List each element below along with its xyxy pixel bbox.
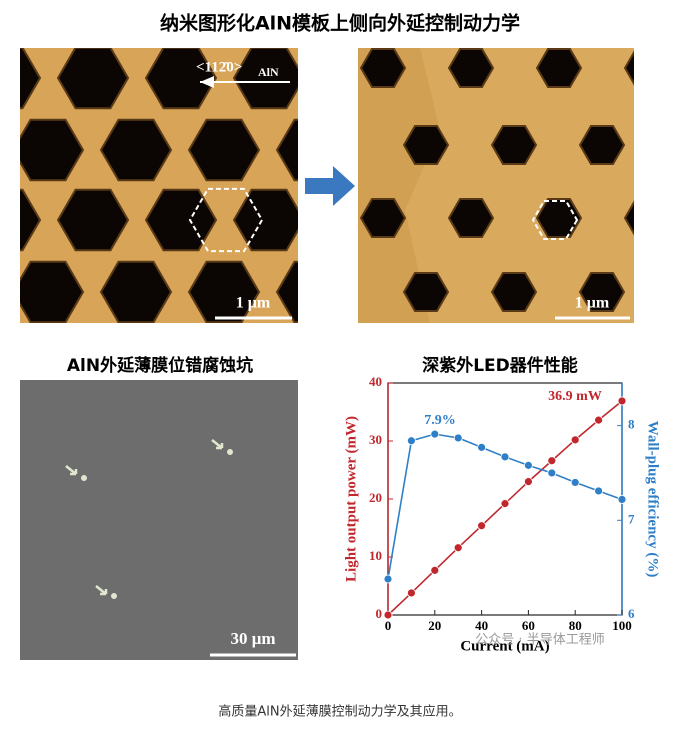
y2-tick-label: 6	[628, 606, 635, 621]
x-tick-label: 80	[569, 618, 582, 633]
data-point	[524, 477, 533, 487]
hexagon-pit	[623, 200, 634, 236]
data-point	[594, 415, 603, 425]
hexagon-pit	[20, 260, 85, 323]
data-point	[477, 442, 487, 452]
data-point	[383, 574, 393, 584]
data-point	[383, 610, 393, 620]
annotation: 7.9%	[424, 413, 456, 428]
etch-pits	[65, 439, 233, 599]
data-point	[547, 456, 557, 466]
hexagon-pit	[275, 260, 298, 323]
annotation: 36.9 mW	[548, 389, 602, 404]
x-tick-label: 0	[385, 618, 392, 633]
y-tick-label: 0	[376, 606, 383, 621]
hexagon-pit	[578, 271, 626, 313]
data-point	[617, 396, 627, 406]
hexagon-pit	[56, 188, 130, 252]
highlight	[531, 199, 579, 241]
y2-tick-label: 8	[628, 417, 635, 432]
y-tick-label: 20	[369, 490, 382, 505]
data-point	[453, 543, 463, 553]
data-point	[524, 460, 533, 470]
caption: 高质量AlN外延薄膜控制动力学及其应用。	[218, 704, 461, 720]
y-tick-label: 40	[369, 374, 382, 389]
hexagon-pit	[20, 48, 42, 110]
panel-title: 深紫外LED器件性能	[422, 355, 578, 376]
hexagon-pit	[402, 271, 450, 313]
scale-label: 30 μm	[230, 629, 275, 648]
data-point	[570, 478, 580, 487]
hexagon-pit	[232, 188, 298, 252]
data-point	[453, 433, 463, 443]
data-point	[617, 495, 627, 504]
hexagon-pit	[447, 48, 495, 89]
hexagon-pit	[490, 124, 538, 166]
hexagon-pit	[359, 197, 407, 239]
y2-tick-label: 7	[628, 511, 635, 526]
data-point	[570, 435, 580, 445]
sem-image	[20, 380, 298, 660]
hexagon-pit	[275, 118, 298, 182]
panel-title: AlN外延薄膜位错腐蚀坑	[67, 355, 253, 376]
direction-label: <112̄0>	[196, 59, 242, 75]
hexagon-pit	[623, 50, 634, 86]
transition-arrow	[305, 166, 355, 206]
hexagon-pit	[187, 260, 261, 323]
direction-sub: AlN	[258, 65, 279, 79]
scale-label: 1 μm	[236, 295, 271, 312]
hexagon-pit	[359, 48, 407, 89]
data-point	[547, 468, 557, 478]
hexagon-pit	[490, 271, 538, 313]
data-point	[406, 436, 416, 446]
data-point	[430, 565, 440, 575]
y-tick-label: 10	[369, 548, 382, 563]
hexagon-pit	[402, 124, 450, 166]
data-point	[477, 521, 487, 531]
data-point	[500, 499, 510, 509]
x-tick-label: 60	[522, 618, 535, 633]
data-point	[594, 486, 603, 496]
hexagon-pit	[20, 118, 85, 182]
x-tick-label: 20	[428, 618, 441, 633]
y2-axis-label: Wall-plug efficiency (%)	[645, 421, 661, 578]
hexagon-pit	[99, 260, 173, 323]
figure-title: 纳米图形化AlN模板上侧向外延控制动力学	[160, 12, 520, 35]
y-axis-label: Light output power (mW)	[343, 416, 359, 582]
hexagon-pit	[447, 197, 495, 239]
data-point	[430, 429, 440, 439]
data-point	[406, 588, 416, 598]
data-point	[500, 452, 510, 462]
highlight	[188, 187, 264, 253]
scale-label: 1 μm	[575, 295, 610, 312]
y-tick-label: 30	[369, 432, 382, 447]
hexagon-pit	[578, 124, 626, 166]
hexagon-pit	[535, 197, 583, 239]
hexagon-pit	[20, 188, 42, 252]
x-axis-label: Current (mA)	[460, 638, 549, 654]
chart: 0 20 40 60 80 100 0 10 20 30 40 6 7 8 Current (mA) Ligh…	[343, 374, 660, 654]
x-tick-label: 100	[612, 618, 632, 633]
hexagon-pit	[535, 48, 583, 89]
hexagon-pit	[232, 48, 298, 110]
plot-frame	[387, 382, 623, 616]
hexagon-pit	[187, 118, 261, 182]
x-tick-label: 40	[475, 618, 488, 633]
hexagon-pit	[99, 118, 173, 182]
hexagon-pit	[56, 48, 130, 110]
watermark: 公众号 · 半导体工程师	[475, 633, 604, 648]
hexagon-pit	[144, 48, 218, 110]
